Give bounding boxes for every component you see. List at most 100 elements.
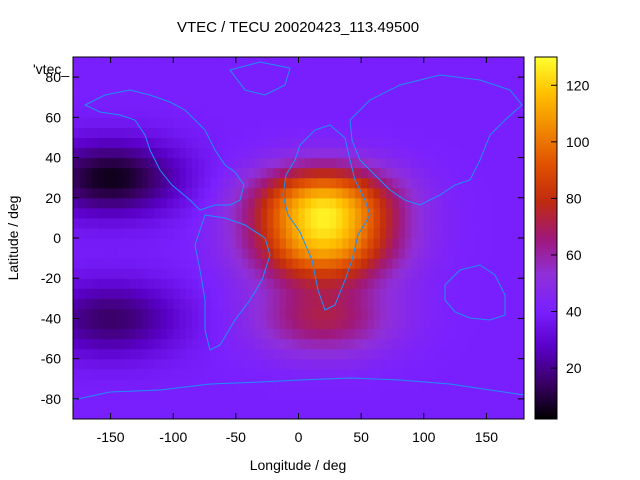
heatmap-cell [104, 318, 112, 330]
heatmap-cell [166, 238, 174, 249]
heatmap-cell [110, 328, 118, 340]
heatmap-cell [173, 127, 181, 139]
heatmap-cell [436, 207, 444, 219]
heatmap-cell [110, 248, 118, 259]
heatmap-cell [204, 388, 212, 400]
heatmap-cell [185, 408, 193, 419]
heatmap-cell [260, 248, 268, 259]
heatmap-cell [348, 278, 356, 289]
heatmap-cell [79, 227, 87, 239]
heatmap-cell [379, 268, 387, 279]
heatmap-cell [79, 207, 87, 219]
heatmap-cell [254, 258, 262, 269]
heatmap-cell [311, 227, 318, 239]
heatmap-cell [505, 217, 513, 229]
heatmap-cell [254, 368, 262, 380]
heatmap-cell [98, 177, 105, 189]
heatmap-cell [398, 348, 406, 360]
heatmap-cell [304, 107, 312, 118]
heatmap-cell [367, 57, 375, 68]
heatmap-cell [448, 408, 456, 419]
heatmap-cell [104, 77, 112, 88]
heatmap-cell [141, 338, 149, 350]
heatmap-cell [367, 167, 375, 179]
heatmap-cell [498, 298, 506, 309]
heatmap-cell [317, 258, 325, 269]
heatmap-cell [85, 358, 93, 370]
heatmap-cell [123, 77, 130, 88]
heatmap-cell [248, 238, 256, 249]
heatmap-cell [336, 338, 343, 350]
heatmap-cell [517, 157, 524, 169]
heatmap-cell [492, 348, 500, 360]
heatmap-cell [417, 348, 425, 360]
heatmap-cell [217, 238, 224, 249]
heatmap-cell [386, 378, 394, 390]
heatmap-cell [135, 137, 143, 149]
heatmap-cell [354, 77, 362, 88]
heatmap-cell [254, 77, 262, 88]
heatmap-cell [311, 187, 318, 199]
heatmap-cell [135, 338, 143, 350]
heatmap-cell [298, 358, 306, 370]
heatmap-cell [73, 238, 80, 249]
heatmap-cell [285, 248, 293, 259]
heatmap-cell [279, 177, 287, 189]
heatmap-cell [292, 288, 300, 299]
heatmap-cell [104, 288, 112, 299]
heatmap-cell [311, 87, 318, 98]
heatmap-cell [198, 358, 206, 370]
heatmap-cell [210, 67, 218, 78]
heatmap-cell [123, 137, 130, 149]
heatmap-cell [436, 278, 444, 289]
heatmap-cell [285, 207, 293, 219]
heatmap-cell [311, 298, 318, 309]
heatmap-cell [235, 378, 243, 390]
heatmap-cell [423, 348, 431, 360]
heatmap-cell [423, 318, 431, 330]
heatmap-cell [98, 298, 105, 309]
heatmap-cell [248, 57, 256, 68]
heatmap-cell [430, 278, 437, 289]
heatmap-cell [486, 328, 494, 340]
heatmap-cell [311, 248, 318, 259]
heatmap-cell [129, 298, 137, 309]
heatmap-cell [135, 197, 143, 209]
heatmap-cell [379, 97, 387, 108]
heatmap-cell [517, 278, 524, 289]
heatmap-cell [279, 107, 287, 118]
heatmap-cell [367, 97, 375, 108]
heatmap-cell [185, 368, 193, 380]
heatmap-cell [392, 278, 400, 289]
heatmap-cell [91, 177, 99, 189]
heatmap-cell [505, 157, 513, 169]
heatmap-cell [361, 348, 368, 360]
heatmap-cell [436, 187, 444, 199]
heatmap-cell [461, 298, 469, 309]
heatmap-cell [248, 207, 256, 219]
heatmap-cell [141, 127, 149, 139]
heatmap-cell [486, 107, 494, 118]
heatmap-cell [467, 308, 475, 320]
heatmap-cell [448, 258, 456, 269]
heatmap-cell [141, 378, 149, 390]
heatmap-cell [217, 87, 224, 98]
heatmap-cell [192, 408, 199, 419]
heatmap-cell [85, 197, 93, 209]
heatmap-cell [141, 328, 149, 340]
heatmap-cell [123, 318, 130, 330]
heatmap-cell [248, 368, 256, 380]
heatmap-cell [129, 318, 137, 330]
heatmap-cell [85, 127, 93, 139]
heatmap-cell [379, 227, 387, 239]
heatmap-cell [517, 117, 524, 128]
heatmap-cell [404, 217, 412, 229]
heatmap-cell [304, 408, 312, 419]
heatmap-cell [411, 167, 419, 179]
heatmap-cell [285, 298, 293, 309]
heatmap-cell [317, 77, 325, 88]
heatmap-cell [392, 207, 400, 219]
heatmap-cell [492, 248, 500, 259]
heatmap-cell [448, 368, 456, 380]
heatmap-cell [404, 187, 412, 199]
